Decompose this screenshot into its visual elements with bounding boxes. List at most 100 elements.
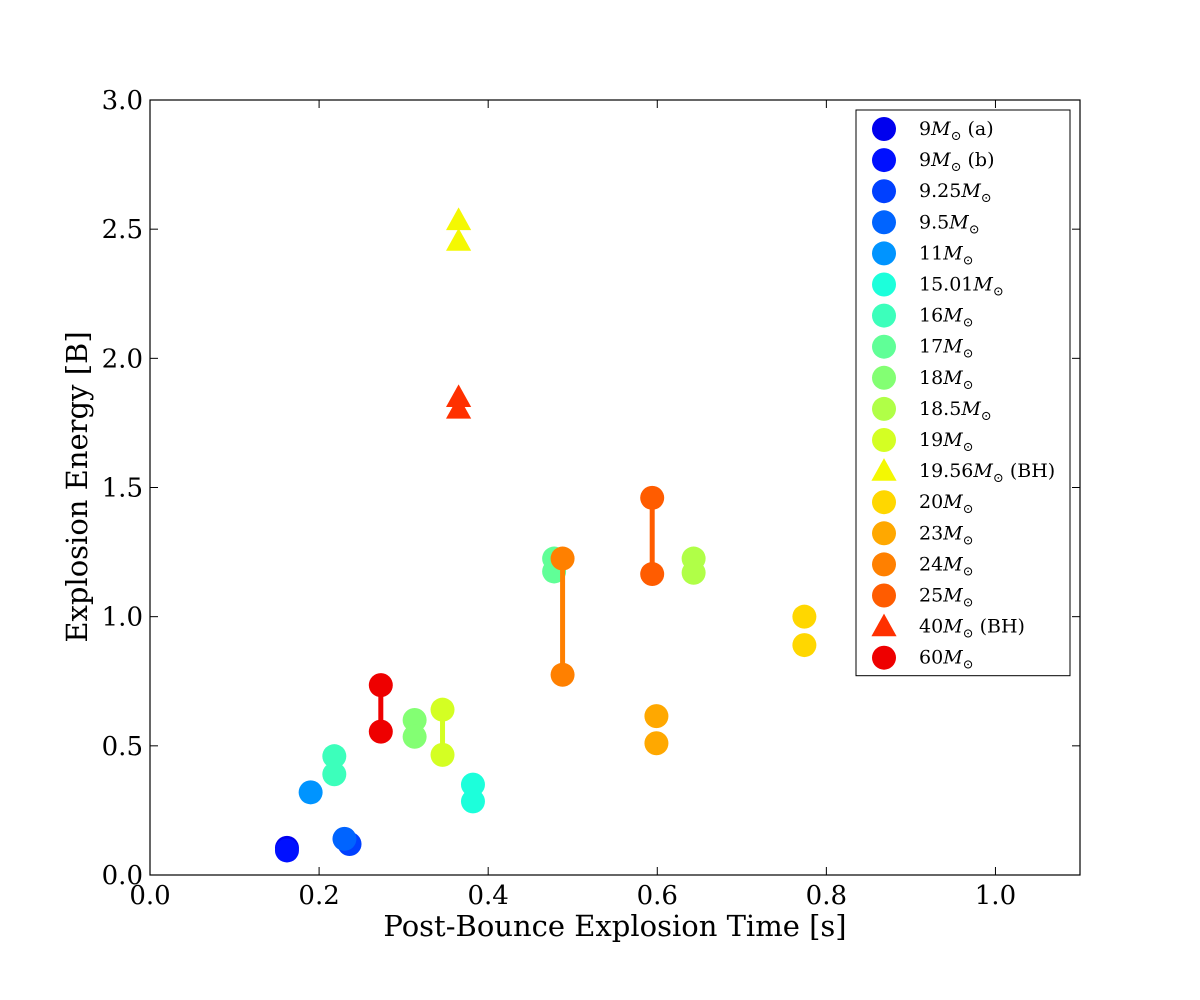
legend-label: 17M⊙	[919, 336, 974, 362]
data-marks	[274, 207, 817, 863]
data-point	[792, 604, 817, 629]
data-point	[322, 762, 347, 787]
legend-item: 11M⊙	[872, 241, 974, 268]
data-point	[298, 780, 323, 805]
legend-item: 60M⊙	[872, 645, 974, 673]
legend-box	[855, 109, 1071, 677]
legend-item: 9.25M⊙	[872, 179, 992, 206]
y-tick-label: 3.0	[102, 86, 143, 116]
series	[792, 604, 817, 658]
data-point	[402, 724, 427, 749]
y-tick-label: 1.0	[102, 603, 143, 633]
data-point	[792, 633, 817, 658]
legend-label: 11M⊙	[919, 242, 974, 268]
legend-item: 17M⊙	[872, 334, 974, 362]
data-point	[644, 731, 669, 756]
data-point	[402, 708, 427, 732]
data-point	[640, 485, 665, 510]
series	[681, 546, 706, 585]
y-axis-title: Explosion Energy [B]	[60, 331, 94, 642]
data-point	[368, 673, 393, 698]
legend-item: 18.5M⊙	[872, 396, 992, 424]
legend-marker	[872, 334, 896, 359]
y-tick-label: 2.5	[102, 215, 143, 245]
series	[445, 207, 472, 251]
legend-marker	[872, 645, 896, 670]
legend-item: 40M⊙ (BH)	[871, 613, 1025, 642]
x-tick-label: 0.4	[468, 881, 509, 911]
legend-marker	[872, 428, 896, 452]
y-tick-label: 1.5	[102, 474, 143, 504]
x-tick-label: 0.6	[637, 881, 678, 911]
data-point	[550, 662, 575, 687]
data-point	[445, 396, 472, 419]
series	[430, 697, 455, 767]
legend-item: 15.01M⊙	[872, 272, 1004, 300]
data-point	[274, 838, 299, 863]
legend: 9M⊙ (a) 9M⊙ (b) 9.25M⊙ 9.5M⊙ 11M⊙ 15.01M⊙ 16M⊙…	[855, 109, 1071, 677]
legend-label: 23M⊙	[919, 522, 974, 548]
legend-label: 18.5M⊙	[919, 398, 992, 424]
series	[402, 708, 427, 749]
data-point	[332, 826, 357, 851]
legend-label: 24M⊙	[919, 553, 974, 579]
legend-label: 9.5M⊙	[919, 211, 980, 237]
series	[322, 744, 347, 787]
legend-label: 18M⊙	[919, 367, 974, 393]
legend-label: 9M⊙ (b)	[919, 149, 995, 175]
legend-label: 25M⊙	[919, 585, 974, 611]
x-tick-label: 0.0	[129, 881, 170, 911]
legend-marker	[872, 490, 896, 515]
series	[274, 838, 299, 863]
legend-marker	[871, 613, 897, 637]
data-point	[368, 719, 393, 744]
legend-marker	[872, 179, 896, 204]
legend-marker	[872, 117, 896, 141]
data-point	[430, 742, 455, 767]
legend-marker	[872, 365, 896, 390]
legend-label: 19M⊙	[919, 429, 974, 455]
data-point	[322, 744, 347, 769]
legend-label: 9M⊙ (a)	[919, 118, 994, 144]
data-point	[644, 704, 669, 729]
data-point	[445, 384, 472, 408]
legend-label: 16M⊙	[919, 305, 974, 331]
y-tick-label: 0.0	[102, 861, 143, 891]
data-point	[460, 789, 485, 814]
y-tick-label: 2.0	[102, 344, 143, 374]
x-tick-label: 0.2	[298, 881, 339, 911]
legend-item: 9M⊙ (b)	[872, 148, 995, 175]
legend-marker	[872, 583, 896, 608]
series	[368, 673, 393, 744]
series	[460, 772, 485, 814]
legend-marker	[872, 241, 896, 266]
data-point	[445, 228, 472, 251]
legend-item: 19.56M⊙ (BH)	[871, 458, 1055, 486]
series	[550, 546, 575, 687]
data-point	[460, 772, 485, 797]
legend-item: 24M⊙	[872, 552, 974, 579]
legend-label: 15.01M⊙	[919, 274, 1004, 300]
series	[640, 485, 665, 587]
legend-item: 25M⊙	[872, 583, 974, 611]
legend-marker	[872, 272, 896, 297]
legend-label: 19.56M⊙ (BH)	[919, 460, 1055, 486]
legend-label: 60M⊙	[919, 647, 974, 673]
data-point	[445, 207, 472, 231]
legend-item: 16M⊙	[872, 303, 974, 331]
plot-frame	[149, 99, 1081, 876]
data-point	[681, 560, 706, 585]
data-point	[430, 697, 455, 722]
legend-marker	[872, 552, 896, 577]
x-tick-label: 0.8	[806, 881, 847, 911]
legend-marker	[871, 458, 897, 481]
data-point	[640, 562, 665, 587]
x-tick-label: 1.0	[975, 881, 1016, 911]
legend-marker	[872, 210, 896, 235]
series	[445, 384, 472, 419]
series	[332, 826, 357, 851]
legend-marker	[872, 396, 896, 421]
legend-marker	[872, 148, 896, 173]
x-axis-title: Post-Bounce Explosion Time [s]	[383, 909, 846, 943]
